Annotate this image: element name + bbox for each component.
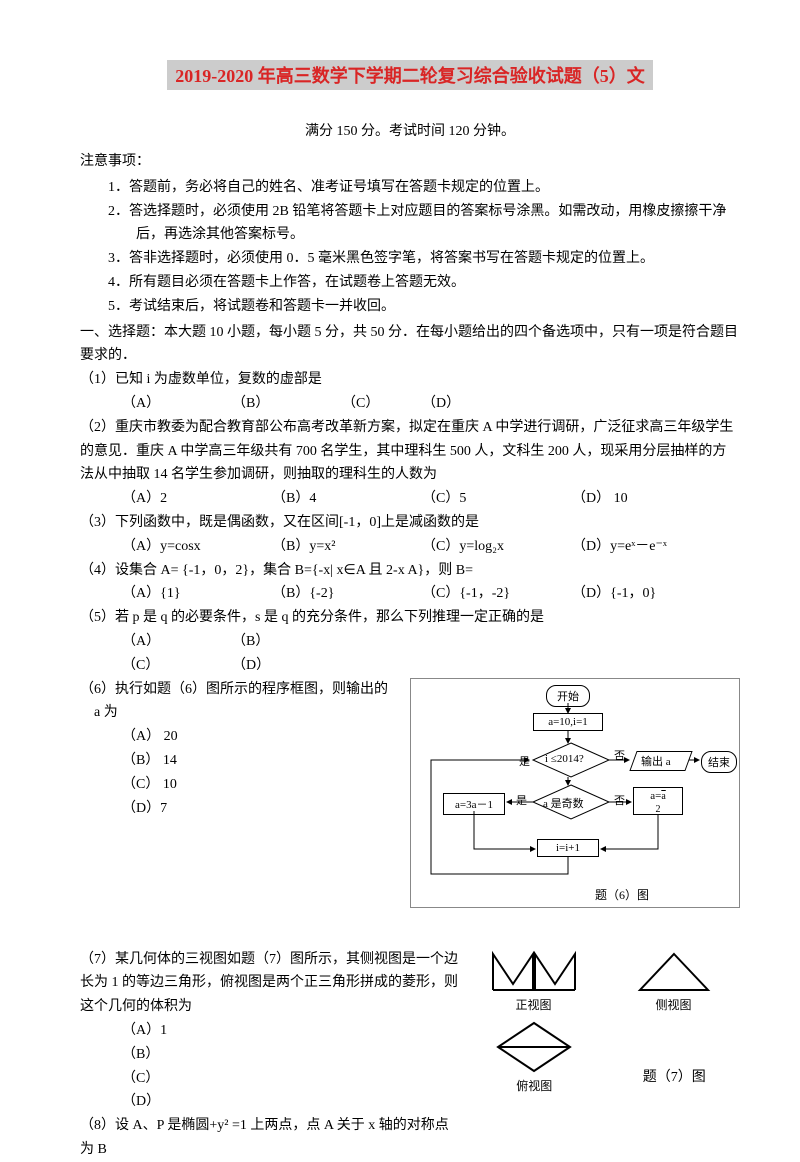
choice: （A）{1} <box>122 582 272 606</box>
choice: （B） <box>232 392 342 416</box>
flowchart-node: a=10,i=1 <box>533 713 603 731</box>
choice: （B） <box>80 1043 460 1067</box>
front-view-icon <box>489 948 579 994</box>
question-text: a 为 <box>80 701 410 725</box>
choice: （B）4 <box>272 487 422 511</box>
choice-row: （A）y=cosx （B）y=x² （C）y=log₂x （D）y=eˣ－e⁻ˣ <box>80 535 740 559</box>
notice-item: 2．答选择题时，必须使用 2B 铅笔将答题卡上对应题目的答案标号涂黑。如需改动，… <box>80 200 740 248</box>
choice: （D） <box>80 1090 460 1114</box>
choice: （A） <box>122 630 232 654</box>
flowchart-cond: i ≤2014? <box>545 753 584 765</box>
question-text: （7）某几何体的三视图如题（7）图所示，其侧视图是一个边长为 1 的等边三角形，… <box>80 948 460 1019</box>
choice: （D） <box>232 654 312 678</box>
choice: （C） <box>342 392 422 416</box>
question-text: （3）下列函数中，既是偶函数，又在区间[-1，0]上是减函数的是 <box>80 511 740 535</box>
flowchart-start: 开始 <box>546 685 590 707</box>
view-label: 俯视图 <box>494 1077 574 1094</box>
choice-row: （A）{1} （B）{-2} （C）{-1，-2} （D）{-1，0} <box>80 582 740 606</box>
notice-item: 3．答非选择题时，必须使用 0．5 毫米黑色签字笔，将答案书写在答题卡规定的位置… <box>80 247 740 271</box>
subtitle: 满分 150 分。考试时间 120 分钟。 <box>80 120 740 140</box>
question-text: （4）设集合 A= {-1，0，2}，集合 B={-x| x∈A 且 2-x A… <box>80 559 740 583</box>
choice: （C） <box>80 1067 460 1091</box>
notice-item: 1．答题前，务必将自己的姓名、准考证号填写在答题卡规定的位置上。 <box>80 176 740 200</box>
side-view-icon <box>636 948 712 994</box>
choice-row: （A） （B） <box>80 630 740 654</box>
choice: （A）y=cosx <box>122 535 272 559</box>
flowchart-yes: 是 <box>519 753 530 769</box>
flowchart-node: i=i+1 <box>537 839 599 857</box>
view-label: 正视图 <box>489 996 579 1013</box>
choice: （B）{-2} <box>272 582 422 606</box>
choice: （C） 10 <box>80 773 410 797</box>
notice-item: 5．考试结束后，将试题卷和答题卡一并收回。 <box>80 295 740 319</box>
flowchart-node: a=a2 <box>633 787 683 815</box>
figure-caption: 题（6）图 <box>595 886 649 903</box>
flowchart-yes: 是 <box>516 792 527 808</box>
choice: （C）5 <box>422 487 572 511</box>
top-view-icon <box>494 1019 574 1075</box>
flowchart-end: 结束 <box>701 751 737 773</box>
flowchart-cond: a 是奇数 <box>543 795 584 811</box>
choice-row: （C） （D） <box>80 654 740 678</box>
view-label: 侧视图 <box>636 996 712 1013</box>
notice-item: 4．所有题目必须在答题卡上作答，在试题卷上答题无效。 <box>80 271 740 295</box>
flowchart-output: 输出 a <box>641 753 671 769</box>
choice: （D） 10 <box>572 487 722 511</box>
choice: （D）7 <box>80 797 410 821</box>
flowchart-node: a=3a－1 <box>443 793 505 815</box>
flowchart-no: 否 <box>614 747 625 763</box>
page-title: 2019-2020 年高三数学下学期二轮复习综合验收试题（5）文 <box>167 60 653 90</box>
flowchart-figure: 开始 a=10,i=1 i ≤2014? 输出 a 结束 a 是奇数 a=3a－… <box>410 678 740 908</box>
front-view: 正视图 <box>489 948 579 1013</box>
choice: （D）y=eˣ－e⁻ˣ <box>572 535 722 559</box>
question-text: （6）执行如题（6）图所示的程序框图，则输出的 <box>80 678 410 702</box>
choice: （A） <box>122 392 232 416</box>
choice: （C）{-1，-2} <box>422 582 572 606</box>
question-text: （2）重庆市教委为配合教育部公布高考改革新方案，拟定在重庆 A 中学进行调研，广… <box>80 416 740 487</box>
choice: （A）1 <box>80 1019 460 1043</box>
question-text: （8）设 A、P 是椭圆+y² =1 上两点，点 A 关于 x 轴的对称点为 B <box>80 1114 460 1162</box>
notice-header: 注意事项： <box>80 150 740 174</box>
choice: （C） <box>122 654 232 678</box>
choice: （D）{-1，0} <box>572 582 722 606</box>
choice: （B）y=x² <box>272 535 422 559</box>
figure-caption: 题（7）图 <box>643 1066 706 1094</box>
top-view: 俯视图 <box>494 1019 574 1094</box>
question-text: （5）若 p 是 q 的必要条件，s 是 q 的充分条件，那么下列推理一定正确的… <box>80 606 740 630</box>
choice-row: （A）2 （B）4 （C）5 （D） 10 <box>80 487 740 511</box>
question-text: （1）已知 i 为虚数单位，复数的虚部是 <box>80 368 740 392</box>
choice: （B） 14 <box>80 749 410 773</box>
choice: （B） <box>232 630 312 654</box>
choice: （C）y=log₂x <box>422 535 572 559</box>
choice: （A）2 <box>122 487 272 511</box>
choice: （D） <box>422 392 460 416</box>
choice-row: （A） （B） （C） （D） <box>80 392 740 416</box>
flowchart-no: 否 <box>614 792 625 808</box>
section-header: 一、选择题：本大题 10 小题，每小题 5 分，共 50 分．在每小题给出的四个… <box>80 321 740 369</box>
side-view: 侧视图 <box>636 948 712 1013</box>
choice: （A） 20 <box>80 725 410 749</box>
